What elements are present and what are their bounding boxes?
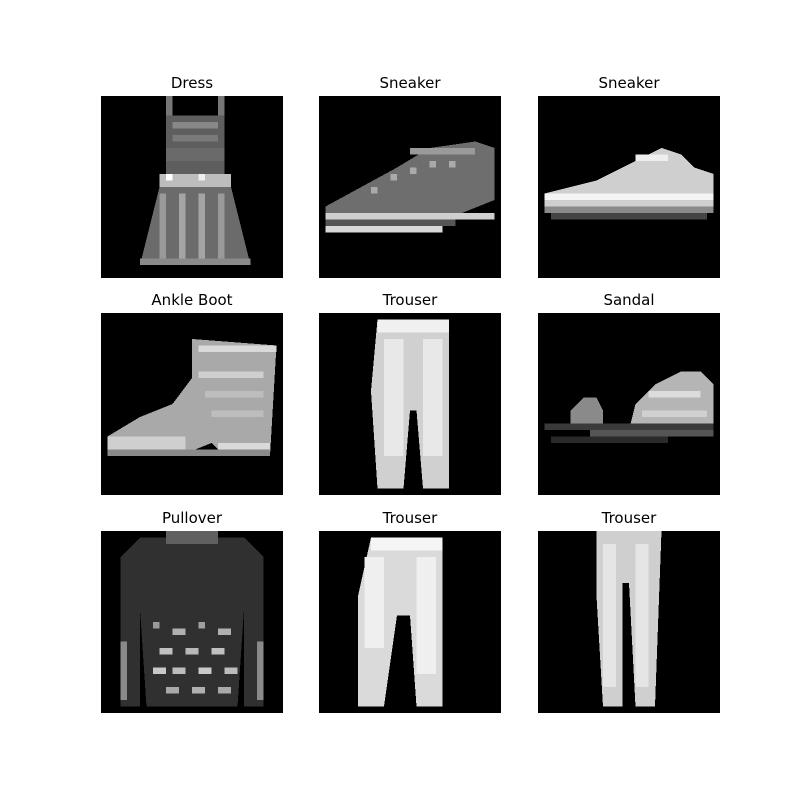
ankle-boot-image: [101, 313, 283, 495]
sneaker-icon: [538, 96, 720, 278]
panel-title: Ankle Boot: [151, 291, 233, 309]
pullover-image: [101, 531, 283, 713]
trouser-image: [319, 313, 501, 495]
panel-title: Sandal: [603, 291, 655, 309]
trouser-icon: [538, 531, 720, 713]
trouser-icon: [319, 531, 501, 713]
sneaker-icon: [319, 96, 501, 278]
trouser-image: [319, 531, 501, 713]
dress-icon: [101, 96, 283, 278]
panel-title: Pullover: [161, 509, 223, 527]
panel-title: Sneaker: [379, 74, 441, 92]
panel-title: Dress: [170, 74, 214, 92]
panel-title: Trouser: [382, 291, 438, 309]
panel-title: Trouser: [382, 509, 438, 527]
ankle-boot-icon: [101, 313, 283, 495]
sandal-image: [538, 313, 720, 495]
sandal-icon: [538, 313, 720, 495]
sneaker-image: [319, 96, 501, 278]
pullover-icon: [101, 531, 283, 713]
trouser-image: [538, 531, 720, 713]
dress-image: [101, 96, 283, 278]
trouser-icon: [319, 313, 501, 495]
panel-title: Sneaker: [598, 74, 660, 92]
sneaker-image: [538, 96, 720, 278]
panel-title: Trouser: [601, 509, 657, 527]
